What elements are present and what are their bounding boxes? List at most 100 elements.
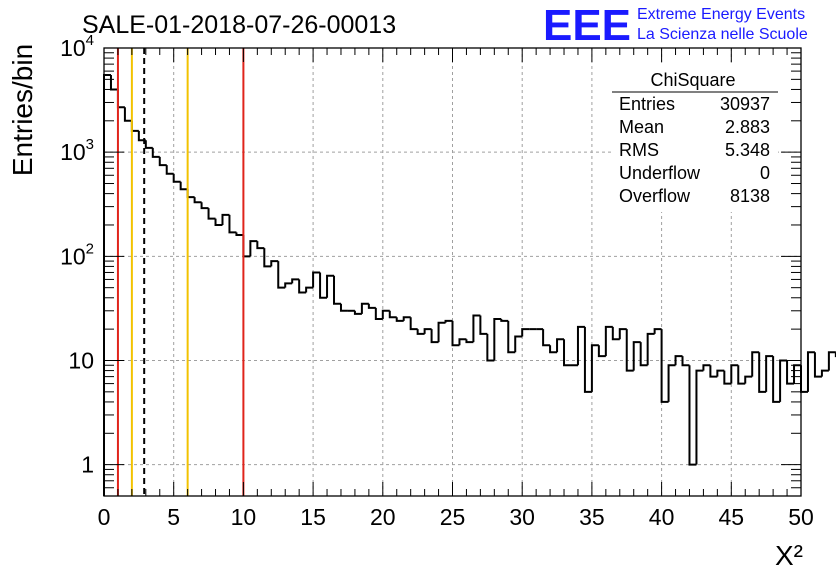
histogram-bin: [144, 140, 153, 149]
histogram-bin: [493, 318, 502, 361]
histogram-bin: [123, 107, 132, 122]
x-tick-label: 5: [167, 504, 180, 530]
histogram-bin: [298, 279, 307, 294]
histogram-bin: [291, 278, 300, 284]
x-tick-label: 35: [579, 504, 605, 530]
histogram-bin: [430, 329, 439, 344]
stats-box-background: [612, 64, 778, 212]
histogram-bin: [486, 333, 495, 362]
histogram-bin: [827, 351, 836, 371]
histogram-bin: [758, 352, 767, 393]
histogram-bin: [409, 317, 418, 331]
stats-label: Mean: [619, 117, 664, 137]
histogram-bin: [611, 326, 620, 341]
stats-label: Overflow: [619, 186, 691, 206]
histogram-bin: [639, 342, 648, 367]
run-title: SALE-01-2018-07-26-00013: [82, 11, 396, 39]
histogram-bin: [667, 364, 676, 402]
histogram-bin: [388, 310, 397, 319]
histogram-bin: [402, 316, 411, 321]
histogram-bin: [625, 329, 634, 372]
histogram-bin: [549, 345, 558, 354]
histogram-bin: [730, 364, 739, 384]
histogram-bin: [716, 369, 725, 377]
histogram-bin: [312, 271, 321, 288]
y-axis-title: Entries/bin: [7, 44, 38, 176]
histogram-bin: [618, 328, 627, 340]
histogram-bin: [786, 360, 795, 385]
histogram-bin: [674, 355, 683, 366]
x-tick-label: 0: [98, 504, 111, 530]
histogram-bin: [256, 241, 265, 250]
histogram-bin: [367, 303, 376, 309]
histogram-bin: [151, 147, 160, 158]
histogram-bin: [800, 365, 808, 393]
x-tick-label: 45: [719, 504, 745, 530]
histogram-bin: [221, 213, 230, 225]
histogram-bin: [339, 303, 348, 312]
histogram-bin: [590, 344, 599, 392]
histogram-bin: [521, 328, 530, 337]
y-tick-label: 1: [81, 452, 94, 478]
histogram-bin: [709, 365, 718, 378]
histogram-bin: [200, 202, 209, 210]
x-tick-label: 15: [300, 504, 326, 530]
histogram-bin: [360, 302, 369, 314]
y-tick-label: 102: [60, 240, 94, 269]
histogram-bin: [305, 286, 314, 293]
histogram-bin: [793, 364, 801, 384]
histogram-bin: [751, 351, 760, 377]
logo-line-2: La Scienza nelle Scuole: [637, 26, 808, 43]
y-tick-exponent: 4: [86, 32, 94, 49]
histogram-bin: [688, 365, 697, 466]
histogram-bin: [737, 365, 746, 385]
histogram-bin: [270, 260, 279, 267]
histogram-bin: [423, 328, 432, 334]
histogram-bin: [556, 338, 565, 353]
histogram-bin: [695, 369, 704, 465]
stats-value: 2.883: [725, 117, 770, 137]
histogram-bin: [116, 89, 125, 109]
y-tick-base: 10: [60, 139, 86, 165]
y-tick-base: 10: [60, 35, 86, 61]
x-tick-label: 10: [231, 504, 257, 530]
histogram-bin: [576, 325, 585, 366]
histogram-bin: [772, 356, 781, 403]
histogram-bin: [319, 272, 328, 299]
histogram-bin: [416, 329, 425, 335]
histogram-bin: [172, 173, 181, 183]
histogram-bin: [165, 165, 174, 175]
histogram-bin: [451, 320, 460, 347]
histogram-bin: [653, 328, 662, 334]
histogram-bin: [702, 364, 711, 371]
histogram-bin: [263, 248, 272, 268]
stats-box-title: ChiSquare: [650, 70, 735, 90]
histogram-bin: [563, 339, 571, 367]
histogram-bin: [395, 317, 404, 322]
x-axis-title: X²: [775, 540, 803, 571]
histogram-bin: [109, 75, 118, 91]
eee-logo-letters: EEE: [543, 1, 631, 50]
histogram-bin: [813, 352, 822, 378]
y-tick-exponent: 2: [86, 240, 94, 257]
histogram-bin: [130, 120, 139, 132]
axis-ticks: [103, 47, 802, 496]
histogram-bin: [158, 156, 167, 167]
histogram-bin: [597, 345, 606, 358]
histogram-bin: [277, 261, 286, 289]
histogram-bin: [646, 332, 655, 366]
threshold-lines: [116, 48, 245, 496]
histogram-bin: [381, 309, 390, 320]
stats-value: 8138: [730, 186, 770, 206]
histogram-bin: [583, 326, 592, 393]
histogram-bin: [228, 214, 237, 234]
stats-value: 5.348: [725, 140, 770, 160]
histogram-bin: [542, 329, 551, 347]
histogram-bin: [744, 375, 753, 384]
histogram-bin: [207, 208, 216, 220]
histogram-bin: [632, 341, 641, 371]
histogram-bin: [820, 369, 829, 377]
x-tick-label: 25: [440, 504, 466, 530]
